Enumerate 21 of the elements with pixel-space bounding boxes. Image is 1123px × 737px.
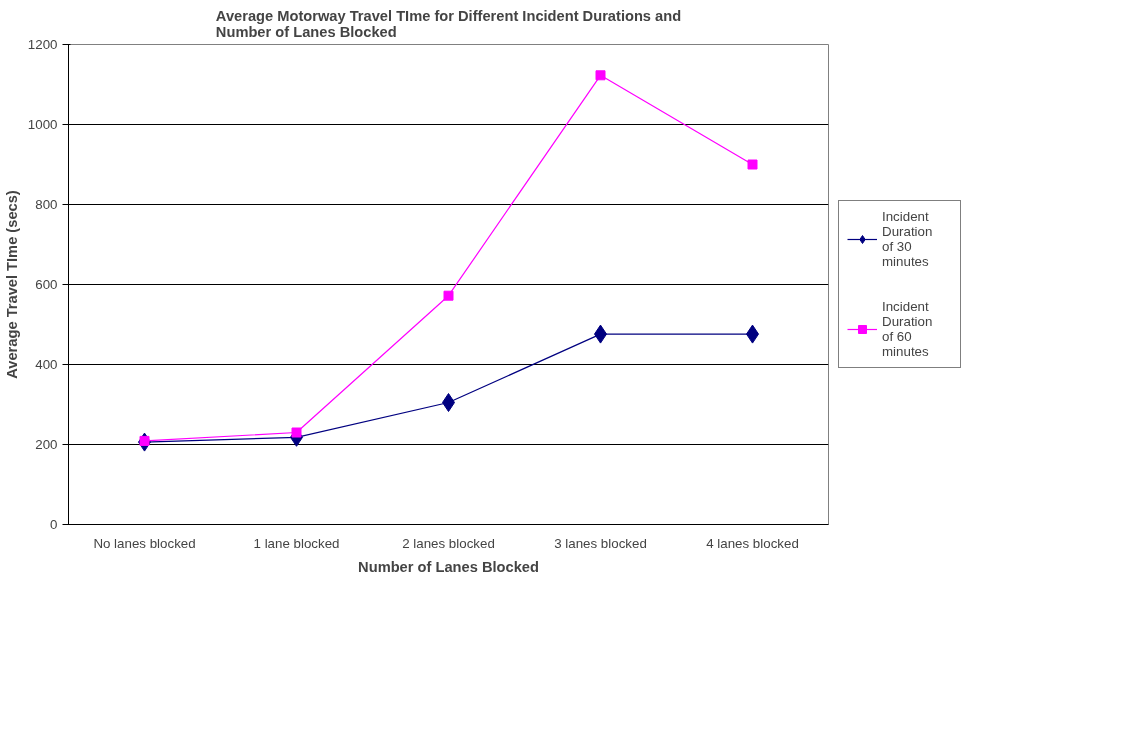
y-tick-label: 0 <box>50 517 58 532</box>
x-tick-label: 3 lanes blocked <box>554 535 647 551</box>
x-axis-title: Number of Lanes Blocked <box>358 558 539 575</box>
y-tick-label: 600 <box>35 277 58 292</box>
point <box>443 290 454 301</box>
point <box>747 159 758 170</box>
y-tick-label: 1200 <box>27 37 58 52</box>
legend-label: Incident Duration of 60 minutes <box>882 299 934 359</box>
x-tick-label: 4 lanes blocked <box>706 535 799 551</box>
legend-label: Incident Duration of 30 minutes <box>882 209 934 269</box>
y-tick-label: 400 <box>35 357 58 372</box>
x-tick-label: No lanes blocked <box>93 535 196 551</box>
y-axis-title: Average Travel TIme (secs) <box>3 190 20 379</box>
point <box>291 427 302 438</box>
y-tick-label: 1000 <box>27 117 58 132</box>
x-tick-label: 1 lane blocked <box>253 535 340 551</box>
x-tick-label: 2 lanes blocked <box>402 535 495 551</box>
point <box>595 70 606 81</box>
y-tick-label: 800 <box>35 197 58 212</box>
chart-title: Average Motorway Travel TIme for Different Incident Durations and Number of Lanes Blocked <box>215 7 682 40</box>
y-tick-label: 200 <box>35 437 58 452</box>
